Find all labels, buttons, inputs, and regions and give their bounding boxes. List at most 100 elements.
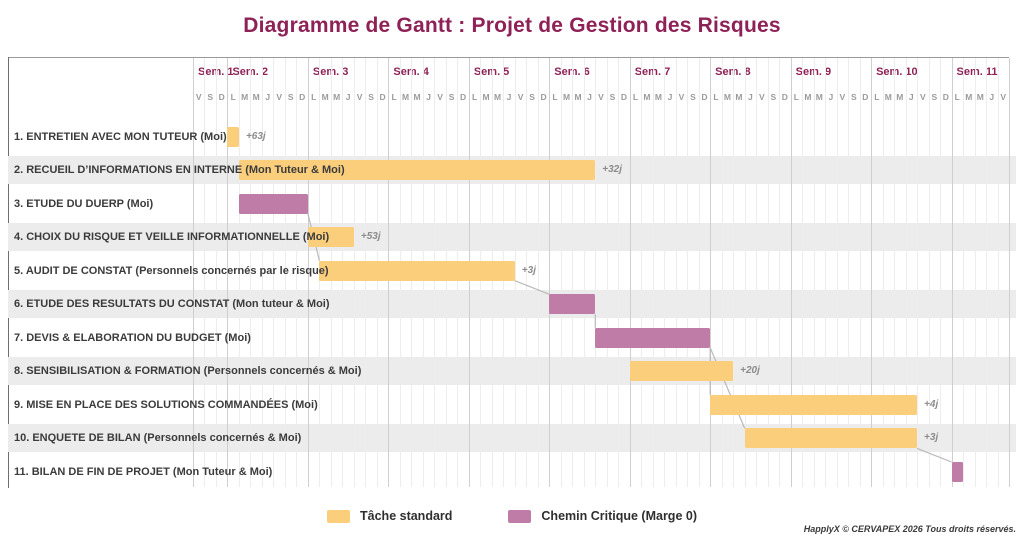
grid-line [583,58,585,487]
task-bar-standard [238,160,596,181]
row-stripe [8,222,1016,252]
slack-label: +3j [924,432,939,444]
legend-item-critical: Chemin Critique (Marge 0) [508,509,697,523]
grid-line [986,58,987,487]
day-letter: J [908,92,914,102]
task-label: 1. ENTRETIEN AVEC MON TUTEUR (Moi) [14,130,227,143]
grid-line [549,58,551,487]
chart-left-border [8,57,9,488]
week-label: Sem. 1 [198,66,234,78]
day-letter: M [333,92,341,102]
grid-line [204,58,206,487]
grid-line [675,58,677,487]
grid-line [618,58,620,487]
task-bar-critical [549,294,596,315]
day-letter: M [252,92,260,102]
day-letter: M [643,92,651,102]
day-letter: V [356,92,363,102]
task-bar-standard [744,428,918,449]
grid-line [296,58,298,487]
week-label: Sem. 6 [554,66,590,78]
grid-line [871,58,873,487]
day-letter: L [391,92,397,102]
grid-line [721,58,723,487]
grid-line [997,58,999,487]
day-letter: L [713,92,719,102]
grid-line [825,58,827,487]
footer-credit: HapplyX © CERVAPEX 2026 Tous droits rése… [803,524,1016,534]
task-label: 3. ETUDE DU DUERP (Moi) [14,197,154,210]
day-letter: M [884,92,892,102]
task-bar-critical [951,462,964,482]
grid-line [802,58,804,487]
day-letter: L [471,92,478,102]
grid-line [606,58,608,487]
day-letter: J [587,92,592,102]
grid-line [790,58,792,487]
grid-line [928,58,930,487]
day-letter: M [654,92,662,102]
week-label: Sem. 11 [956,66,998,78]
grid-line [756,58,758,487]
legend-swatch-critical-icon [508,509,532,523]
day-letter: J [748,92,753,102]
task-label: 11. BILAN DE FIN DE PROJET (Mon Tuteur &… [14,466,273,478]
day-letter: V [919,92,926,102]
day-letter: M [896,92,904,102]
grid-line [193,58,194,487]
task-label: 5. AUDIT DE CONSTAT (Personnels concerné… [14,264,329,277]
week-label: Sem. 4 [393,66,429,78]
grid-line [698,58,700,487]
grid-line [526,58,528,487]
task-bar-standard [227,126,239,147]
grid-line [664,58,666,487]
day-letter: V [195,92,202,102]
grid-line [595,58,597,487]
grid-line [848,58,850,487]
grid-line [963,58,965,487]
grid-line [238,58,240,487]
day-letter: L [874,92,880,102]
day-letter: D [218,92,225,102]
grid-line [951,58,953,487]
task-bar-standard [710,394,918,415]
day-letter: M [815,92,823,102]
day-letter: S [529,92,535,102]
day-letter: J [506,92,512,102]
day-letter: V [759,92,765,102]
page-title: Diagramme de Gantt : Projet de Gestion d… [243,14,781,37]
row-stripe [8,289,1016,319]
task-label: 10. ENQUETE DE BILAN (Personnels concern… [14,432,302,445]
task-label: 6. ETUDE DES RESULTATS DU CONSTAT (Mon t… [14,298,330,311]
day-letter: M [976,92,984,102]
week-label: Sem. 10 [876,66,918,78]
grid-line [974,58,976,487]
day-letter: S [448,92,455,102]
day-letter: D [460,92,467,102]
day-letter: M [965,92,973,102]
day-letter: S [931,92,938,102]
task-bar-critical [238,193,308,214]
day-letter: D [781,92,788,102]
day-letter: D [701,92,708,102]
day-letter: M [321,92,329,102]
day-letter: V [276,92,283,102]
grid-line [514,58,516,487]
day-letter: S [207,92,214,102]
grid-line [284,58,286,487]
day-letter: J [667,92,673,102]
day-letter: M [562,92,571,102]
grid-line [560,58,562,487]
grid-line [744,58,746,487]
day-letter: L [230,92,236,102]
day-letter: M [574,92,582,102]
day-letter: J [265,92,271,102]
day-letter: M [494,92,502,102]
day-letter: S [287,92,294,102]
task-bar-standard [629,361,734,382]
week-label: Sem. 2 [232,66,268,78]
day-letter: V [1000,92,1007,102]
grid-line [779,58,781,487]
grid-line [629,58,631,487]
day-letter: M [723,92,731,102]
